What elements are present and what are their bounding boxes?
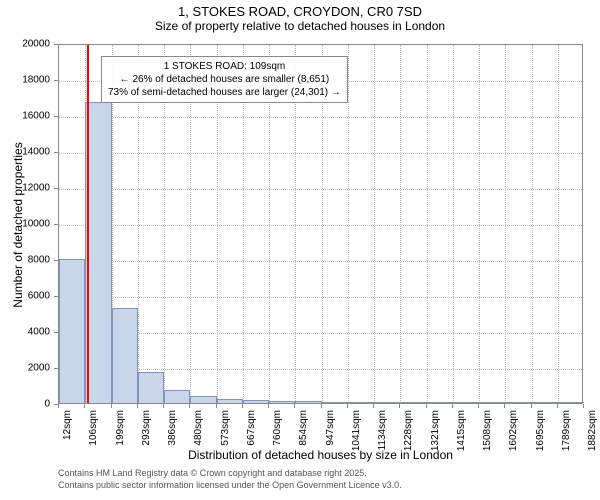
grid-line-v	[374, 45, 375, 403]
annotation-line3: 73% of semi-detached houses are larger (…	[108, 86, 341, 99]
y-tick-label: 12000	[0, 183, 50, 194]
histogram-bar	[427, 402, 453, 403]
y-tick-mark	[54, 368, 58, 369]
histogram-bar	[243, 400, 269, 403]
x-tick-mark	[189, 404, 190, 408]
title-line1: 1, STOKES ROAD, CROYDON, CR0 7SD	[0, 4, 600, 19]
footer-line2: Contains public sector information licen…	[58, 480, 402, 492]
histogram-bar	[453, 402, 479, 403]
histogram-bar	[112, 308, 138, 403]
plot-area: 1 STOKES ROAD: 109sqm← 26% of detached h…	[58, 44, 583, 404]
histogram-bar	[374, 402, 400, 403]
histogram-bar	[322, 402, 348, 403]
grid-line-v	[400, 45, 401, 403]
y-tick-label: 14000	[0, 147, 50, 158]
histogram-bar	[269, 401, 295, 403]
x-tick-mark	[478, 404, 479, 408]
histogram-bar	[138, 372, 164, 403]
grid-line-v	[427, 45, 428, 403]
grid-line-v	[479, 45, 480, 403]
x-tick-mark	[452, 404, 453, 408]
histogram-bar	[217, 399, 243, 404]
grid-line-v	[505, 45, 506, 403]
x-tick-mark	[531, 404, 532, 408]
x-tick-mark	[268, 404, 269, 408]
y-tick-label: 20000	[0, 39, 50, 50]
grid-line-v	[558, 45, 559, 403]
annotation-line1: 1 STOKES ROAD: 109sqm	[108, 60, 341, 73]
x-tick-mark	[137, 404, 138, 408]
x-tick-mark	[111, 404, 112, 408]
x-tick-label: 1882sqm	[587, 410, 598, 458]
annotation-line2: ← 26% of detached houses are smaller (8,…	[108, 73, 341, 86]
y-tick-mark	[54, 152, 58, 153]
x-tick-mark	[373, 404, 374, 408]
y-tick-mark	[54, 44, 58, 45]
histogram-bar	[505, 402, 531, 403]
y-tick-label: 10000	[0, 219, 50, 230]
x-tick-mark	[557, 404, 558, 408]
histogram-bar	[479, 402, 505, 403]
y-tick-mark	[54, 332, 58, 333]
title-line2: Size of property relative to detached ho…	[0, 19, 600, 33]
histogram-bar	[190, 396, 216, 403]
y-tick-mark	[54, 80, 58, 81]
footer: Contains HM Land Registry data © Crown c…	[58, 468, 402, 491]
marker-line	[87, 45, 89, 403]
x-tick-mark	[84, 404, 85, 408]
histogram-bar	[532, 402, 558, 403]
y-tick-label: 16000	[0, 111, 50, 122]
annotation-box: 1 STOKES ROAD: 109sqm← 26% of detached h…	[101, 56, 348, 103]
histogram-bar	[558, 402, 584, 403]
x-tick-mark	[163, 404, 164, 408]
y-tick-label: 4000	[0, 327, 50, 338]
y-tick-mark	[54, 188, 58, 189]
histogram-bar	[400, 402, 426, 403]
histogram-bar	[85, 102, 111, 403]
x-tick-mark	[242, 404, 243, 408]
x-axis-label: Distribution of detached houses by size …	[58, 448, 583, 462]
y-tick-label: 8000	[0, 255, 50, 266]
title-block: 1, STOKES ROAD, CROYDON, CR0 7SD Size of…	[0, 0, 600, 33]
y-tick-mark	[54, 296, 58, 297]
x-tick-mark	[347, 404, 348, 408]
y-tick-label: 0	[0, 399, 50, 410]
chart-container: 1, STOKES ROAD, CROYDON, CR0 7SD Size of…	[0, 0, 600, 500]
y-tick-label: 6000	[0, 291, 50, 302]
x-tick-mark	[58, 404, 59, 408]
x-tick-mark	[426, 404, 427, 408]
x-tick-mark	[294, 404, 295, 408]
x-tick-mark	[216, 404, 217, 408]
footer-line1: Contains HM Land Registry data © Crown c…	[58, 468, 402, 480]
y-tick-mark	[54, 260, 58, 261]
x-tick-mark	[583, 404, 584, 408]
histogram-bar	[348, 402, 374, 403]
x-tick-mark	[399, 404, 400, 408]
y-tick-mark	[54, 224, 58, 225]
y-tick-label: 18000	[0, 75, 50, 86]
histogram-bar	[59, 259, 85, 403]
x-tick-mark	[321, 404, 322, 408]
histogram-bar	[295, 401, 321, 403]
grid-line-v	[532, 45, 533, 403]
grid-line-v	[453, 45, 454, 403]
y-tick-label: 2000	[0, 363, 50, 374]
y-tick-mark	[54, 116, 58, 117]
x-tick-mark	[504, 404, 505, 408]
histogram-bar	[164, 390, 190, 403]
